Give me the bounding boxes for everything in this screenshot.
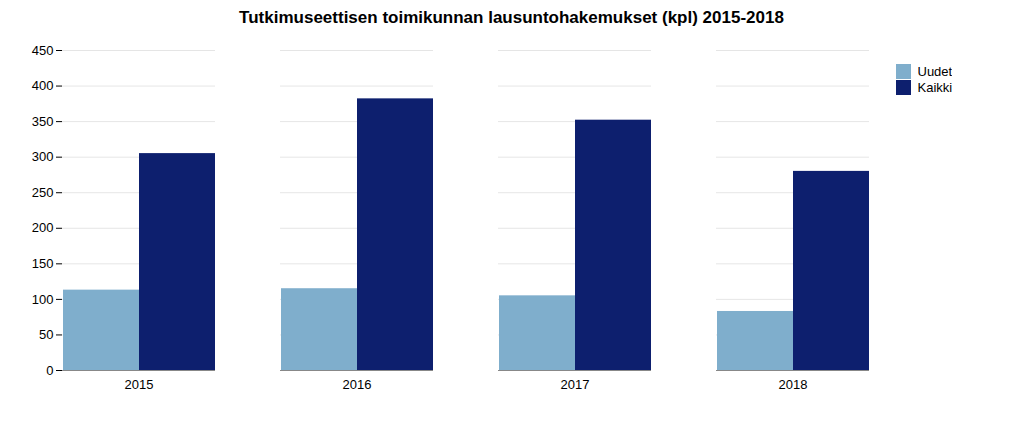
svg-text:2017: 2017 <box>561 377 590 392</box>
svg-text:250: 250 <box>32 185 54 200</box>
svg-text:300: 300 <box>32 149 54 164</box>
svg-text:450: 450 <box>32 43 54 58</box>
svg-text:50: 50 <box>39 327 53 342</box>
html-text:Kaikki: Kaikki <box>917 80 953 95</box>
svg-text:200: 200 <box>32 220 54 235</box>
svg-text:400: 400 <box>32 78 54 93</box>
svg-text:2018: 2018 <box>779 377 808 392</box>
svg-text:2016: 2016 <box>343 377 372 392</box>
html-text:Uudet: Uudet <box>917 64 953 79</box>
svg-text:0: 0 <box>46 363 53 378</box>
html-text:Tutkimuseettisen toimikunnan l: Tutkimuseettisen toimikunnan lausuntohak… <box>239 8 784 27</box>
svg-text:100: 100 <box>32 292 54 307</box>
svg-text:2015: 2015 <box>125 377 154 392</box>
svg-text:350: 350 <box>32 114 54 129</box>
svg-text:150: 150 <box>32 256 54 271</box>
